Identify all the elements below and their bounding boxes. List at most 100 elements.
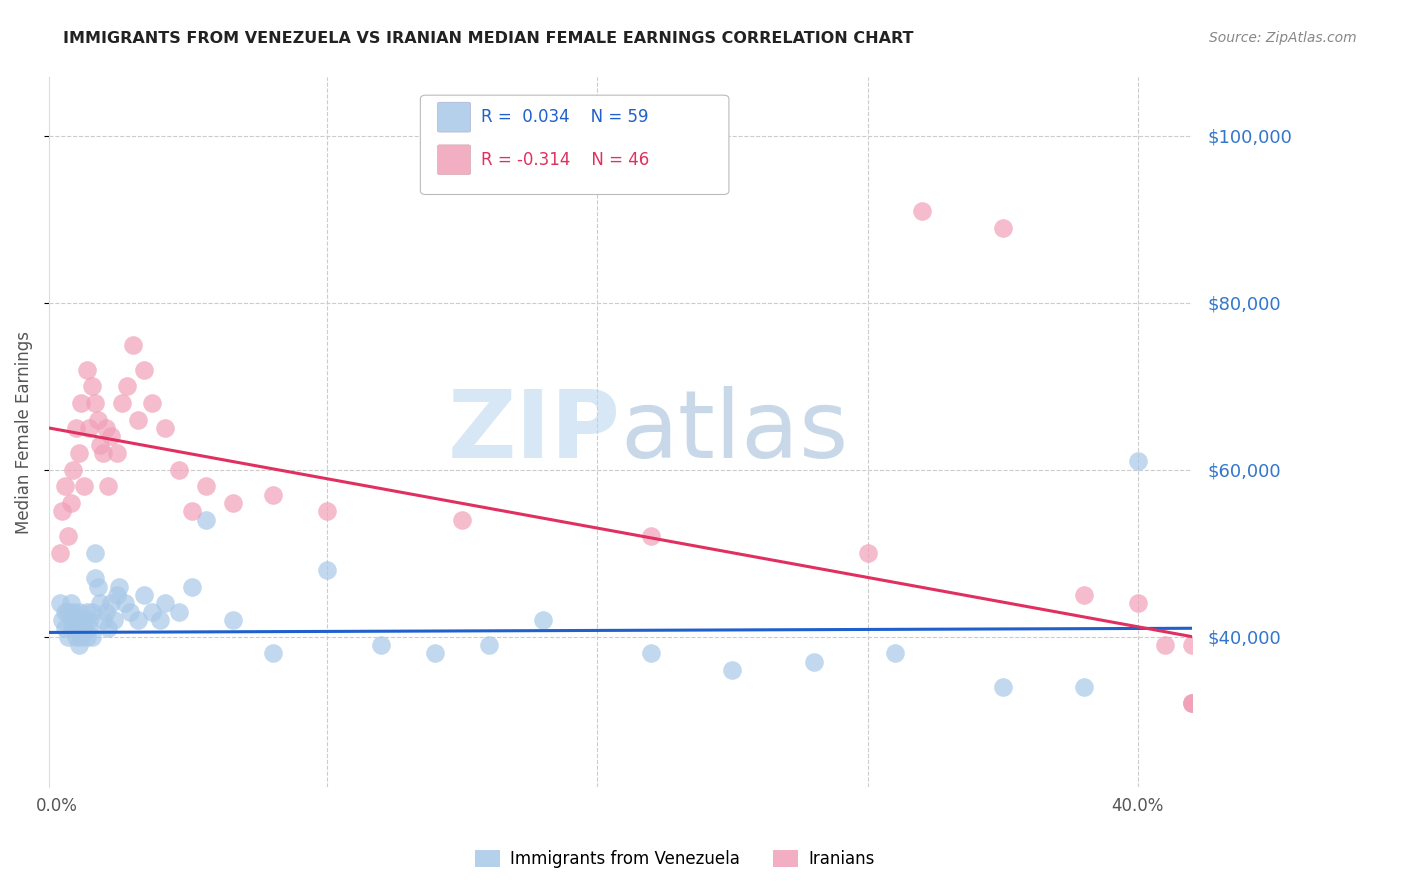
Point <box>167 463 190 477</box>
Point <box>59 596 82 610</box>
Point <box>56 529 79 543</box>
Point <box>82 379 104 393</box>
Point <box>83 546 105 560</box>
Point <box>803 655 825 669</box>
Point <box>141 605 163 619</box>
Point <box>194 479 217 493</box>
Point <box>640 646 662 660</box>
Point <box>121 337 143 351</box>
Point <box>94 421 117 435</box>
Point <box>76 362 98 376</box>
Point <box>181 580 204 594</box>
Point <box>127 412 149 426</box>
Point <box>89 437 111 451</box>
Point <box>316 504 339 518</box>
Legend: Immigrants from Venezuela, Iranians: Immigrants from Venezuela, Iranians <box>468 843 882 875</box>
Point <box>370 638 392 652</box>
Point <box>262 488 284 502</box>
Point <box>105 446 128 460</box>
Point <box>425 646 447 660</box>
Point <box>70 630 93 644</box>
Point <box>67 605 90 619</box>
Point <box>70 396 93 410</box>
Point <box>65 421 87 435</box>
Point <box>65 613 87 627</box>
Point <box>262 646 284 660</box>
Text: atlas: atlas <box>620 386 849 478</box>
Point <box>117 379 139 393</box>
Point <box>62 621 84 635</box>
Point <box>181 504 204 518</box>
Point <box>83 396 105 410</box>
Point <box>910 204 932 219</box>
Point <box>1126 454 1149 468</box>
Point <box>114 596 136 610</box>
Point <box>86 580 108 594</box>
Text: ZIP: ZIP <box>447 386 620 478</box>
Point <box>1153 638 1175 652</box>
Point <box>100 596 122 610</box>
Point <box>65 630 87 644</box>
Point <box>316 563 339 577</box>
Point <box>221 613 243 627</box>
Point <box>49 596 72 610</box>
Point <box>132 362 155 376</box>
Point <box>91 613 114 627</box>
Point <box>167 605 190 619</box>
Point <box>1073 588 1095 602</box>
Text: R = -0.314    N = 46: R = -0.314 N = 46 <box>481 151 650 169</box>
Point <box>73 613 96 627</box>
Point <box>82 605 104 619</box>
Point <box>62 463 84 477</box>
Point <box>79 621 101 635</box>
Point <box>1073 680 1095 694</box>
FancyBboxPatch shape <box>420 95 728 194</box>
Point <box>640 529 662 543</box>
Point <box>1126 596 1149 610</box>
Point <box>76 605 98 619</box>
Point <box>53 479 76 493</box>
Text: R =  0.034    N = 59: R = 0.034 N = 59 <box>481 108 648 126</box>
Point <box>67 446 90 460</box>
Point <box>76 630 98 644</box>
Point <box>86 412 108 426</box>
Point <box>132 588 155 602</box>
Point <box>49 546 72 560</box>
Point <box>221 496 243 510</box>
Point <box>105 588 128 602</box>
Point <box>1181 638 1204 652</box>
Point <box>62 605 84 619</box>
Point <box>89 596 111 610</box>
Point <box>97 621 120 635</box>
Point <box>118 605 141 619</box>
Point <box>153 421 176 435</box>
Y-axis label: Median Female Earnings: Median Female Earnings <box>15 331 32 533</box>
Point <box>100 429 122 443</box>
Point <box>79 613 101 627</box>
Point <box>82 630 104 644</box>
Point <box>79 421 101 435</box>
Point <box>94 605 117 619</box>
Point <box>56 630 79 644</box>
Point <box>51 613 73 627</box>
Point <box>149 613 172 627</box>
FancyBboxPatch shape <box>437 145 471 175</box>
Point <box>59 496 82 510</box>
Point <box>721 663 744 677</box>
Point <box>1181 697 1204 711</box>
Point <box>531 613 554 627</box>
Point <box>56 605 79 619</box>
Point <box>70 621 93 635</box>
Point <box>111 396 134 410</box>
Point <box>108 580 131 594</box>
Point <box>1181 697 1204 711</box>
Point <box>478 638 501 652</box>
Point <box>1181 697 1204 711</box>
Point <box>103 613 125 627</box>
Point <box>127 613 149 627</box>
Point <box>51 504 73 518</box>
Point <box>153 596 176 610</box>
Point <box>53 605 76 619</box>
Point <box>194 513 217 527</box>
Text: Source: ZipAtlas.com: Source: ZipAtlas.com <box>1209 31 1357 45</box>
